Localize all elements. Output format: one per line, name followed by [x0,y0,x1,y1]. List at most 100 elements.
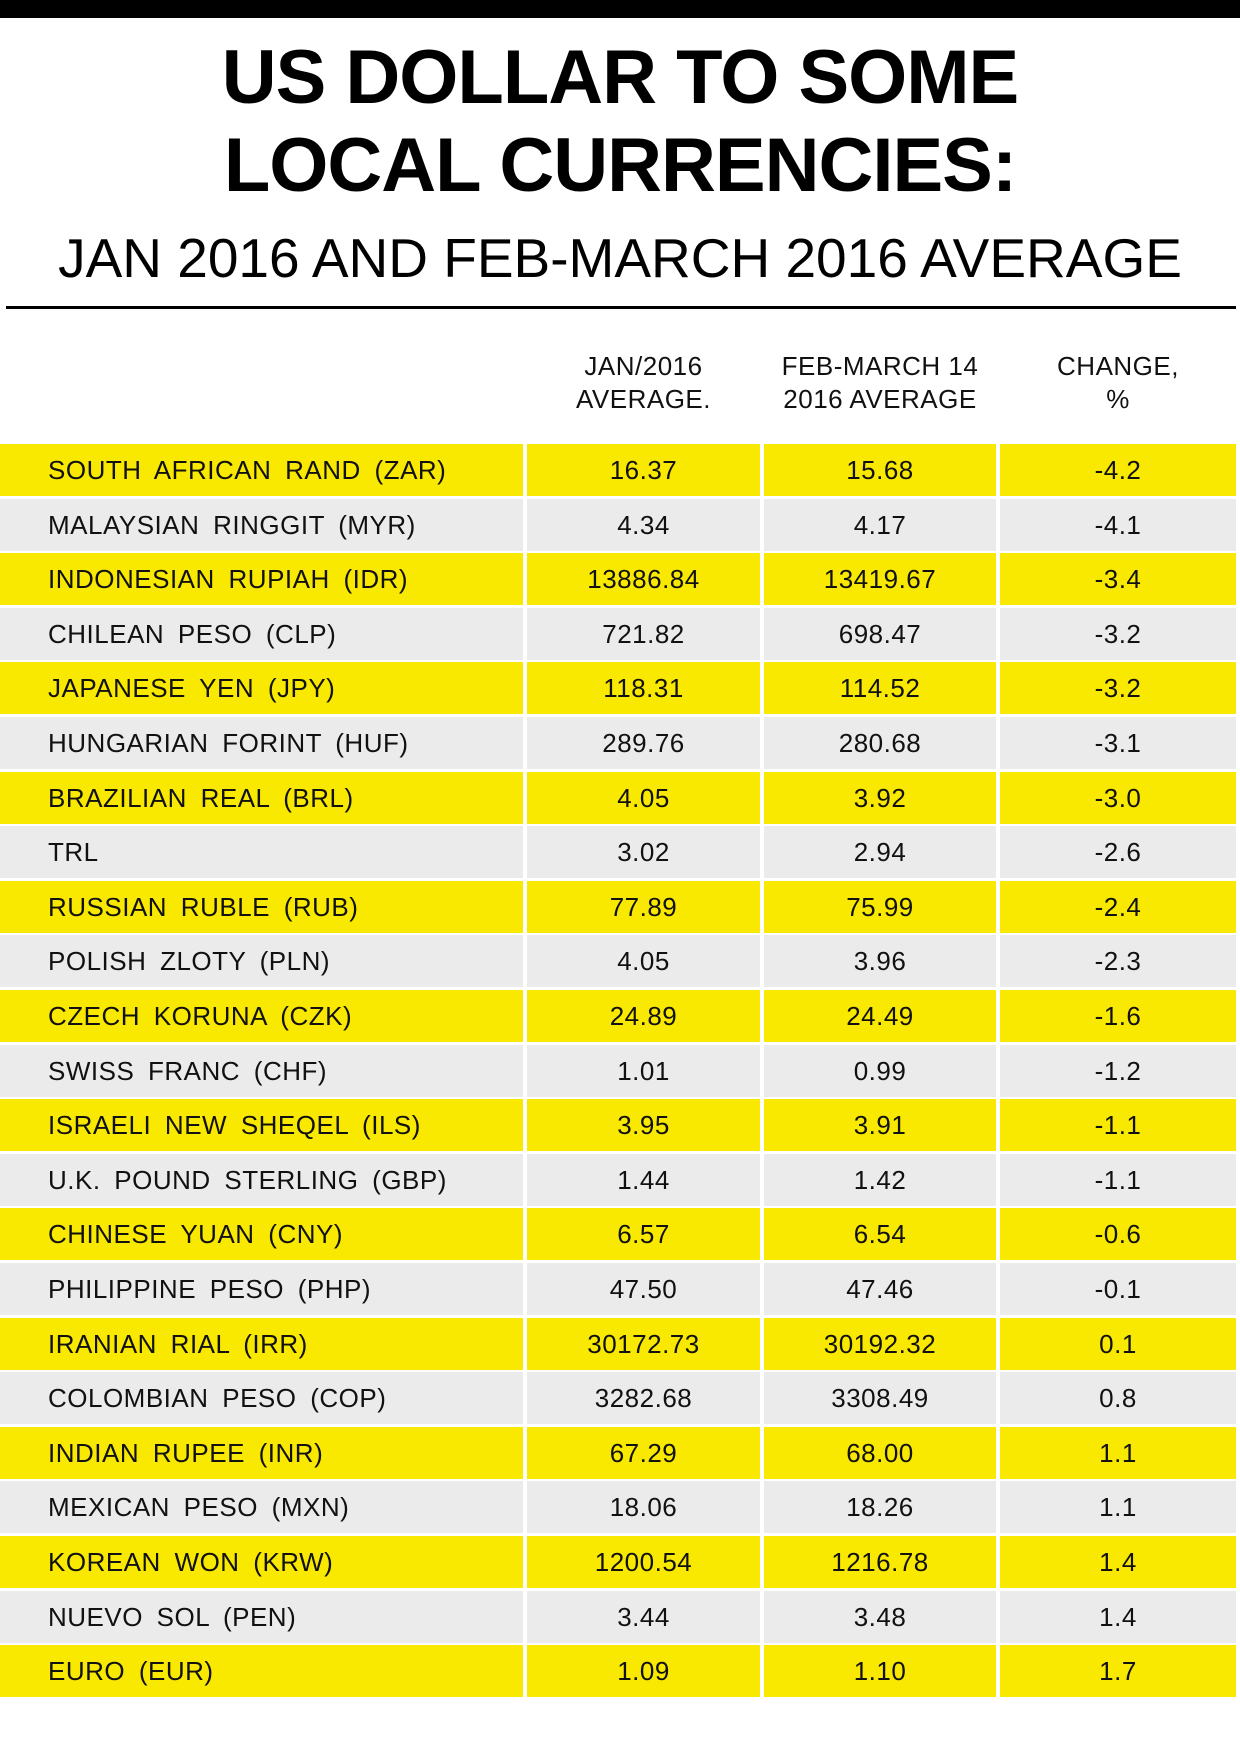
table-cell: -1.1 [1000,1099,1236,1152]
table-cell: 75.99 [764,880,996,933]
table-cell: 1.1 [1000,1481,1236,1534]
table-cell: 4.17 [764,498,996,551]
table-cell: 3.92 [764,771,996,824]
currency-name: CHINESE YUAN (CNY) [0,1208,523,1261]
table-cell: 6.57 [527,1208,760,1261]
table-cell: 6.54 [764,1208,996,1261]
table-cell: 280.68 [764,717,996,769]
table-cell: 1.44 [527,1153,760,1206]
table-cell: 114.52 [764,662,996,715]
currency-name: JAPANESE YEN (JPY) [0,662,523,715]
table-cell: 3.91 [764,1099,996,1152]
table-cell: 30192.32 [764,1317,996,1370]
table-cell: -0.6 [1000,1208,1236,1261]
table-cell: 47.50 [527,1263,760,1315]
table-cell: 77.89 [527,880,760,933]
table-cell: 18.06 [527,1481,760,1534]
table-cell: 3.02 [527,826,760,879]
currency-name: BRAZILIAN REAL (BRL) [0,771,523,824]
currency-name: TRL [0,826,523,879]
table-cell: 30172.73 [527,1317,760,1370]
currency-name: EURO (EUR) [0,1645,523,1698]
table-cell: 1.1 [1000,1426,1236,1479]
table-cell: -3.2 [1000,662,1236,715]
table-cell: -3.2 [1000,607,1236,660]
currency-name: MEXICAN PESO (MXN) [0,1481,523,1534]
column-header: FEB-MARCH 14 [781,351,979,381]
currency-name: SOUTH AFRICAN RAND (ZAR) [0,444,523,496]
currency-name: U.K. POUND STERLING (GBP) [0,1153,523,1206]
subtitle: JAN 2016 AND FEB-MARCH 2016 AVERAGE [58,227,1182,289]
table-cell: 1.01 [527,1044,760,1097]
table-cell: 2.94 [764,826,996,879]
table-cell: -2.3 [1000,935,1236,988]
title-line: US DOLLAR TO SOME [221,35,1020,120]
table-cell: 3282.68 [527,1372,760,1425]
table-cell: 1.4 [1000,1536,1236,1588]
table-cell: 1.42 [764,1153,996,1206]
currency-name: MALAYSIAN RINGGIT (MYR) [0,498,523,551]
table-cell: 0.8 [1000,1372,1236,1425]
table-cell: -2.6 [1000,826,1236,879]
table-cell: 18.26 [764,1481,996,1534]
table-cell: 13419.67 [764,553,996,606]
table-cell: 0.99 [764,1044,996,1097]
table-cell: -3.1 [1000,717,1236,769]
table-cell: -1.1 [1000,1153,1236,1206]
title-line: LOCAL CURRENCIES: [223,123,1017,208]
column-header: JAN/2016 [584,351,703,381]
table-cell: -2.4 [1000,880,1236,933]
table-cell: -3.4 [1000,553,1236,606]
currency-name: INDIAN RUPEE (INR) [0,1426,523,1479]
currency-name: IRANIAN RIAL (IRR) [0,1317,523,1370]
table-cell: 698.47 [764,607,996,660]
table-cell: 0.1 [1000,1317,1236,1370]
table-cell: 67.29 [527,1426,760,1479]
table-cell: 1.7 [1000,1645,1236,1698]
table-cell: 4.34 [527,498,760,551]
table-cell: 1200.54 [527,1536,760,1588]
table-cell: 118.31 [527,662,760,715]
table-cell: 68.00 [764,1426,996,1479]
currency-name: COLOMBIAN PESO (COP) [0,1372,523,1425]
currency-name: PHILIPPINE PESO (PHP) [0,1263,523,1315]
column-header: AVERAGE. [575,384,711,414]
table-cell: 1.10 [764,1645,996,1698]
table-cell: 24.89 [527,990,760,1042]
table-cell: 289.76 [527,717,760,769]
table-cell: 1.4 [1000,1590,1236,1643]
column-header: % [1106,384,1130,414]
currency-name: POLISH ZLOTY (PLN) [0,935,523,988]
table-cell: 15.68 [764,444,996,496]
currency-name: CZECH KORUNA (CZK) [0,990,523,1042]
currency-name: INDONESIAN RUPIAH (IDR) [0,553,523,606]
table-cell: 24.49 [764,990,996,1042]
table-cell: 3.96 [764,935,996,988]
currency-name: CHILEAN PESO (CLP) [0,607,523,660]
table-cell: 16.37 [527,444,760,496]
currency-name: KOREAN WON (KRW) [0,1536,523,1588]
table-cell: 3.44 [527,1590,760,1643]
currency-name: NUEVO SOL (PEN) [0,1590,523,1643]
column-header: CHANGE, [1057,351,1179,381]
column-header: 2016 AVERAGE [783,384,977,414]
currency-name: SWISS FRANC (CHF) [0,1044,523,1097]
table-cell: -1.2 [1000,1044,1236,1097]
table-cell: -1.6 [1000,990,1236,1042]
table-cell: 1.09 [527,1645,760,1698]
currency-name: HUNGARIAN FORINT (HUF) [0,717,523,769]
table-cell: -4.2 [1000,444,1236,496]
currency-name: RUSSIAN RUBLE (RUB) [0,880,523,933]
currency-name: ISRAELI NEW SHEQEL (ILS) [0,1099,523,1152]
top-bar [0,0,1240,18]
rule [6,306,1236,309]
table-cell: 4.05 [527,935,760,988]
table-cell: -3.0 [1000,771,1236,824]
table-cell: 1216.78 [764,1536,996,1588]
table-cell: 721.82 [527,607,760,660]
table-cell: 13886.84 [527,553,760,606]
table-cell: -0.1 [1000,1263,1236,1315]
table-cell: 3308.49 [764,1372,996,1425]
table-cell: 47.46 [764,1263,996,1315]
